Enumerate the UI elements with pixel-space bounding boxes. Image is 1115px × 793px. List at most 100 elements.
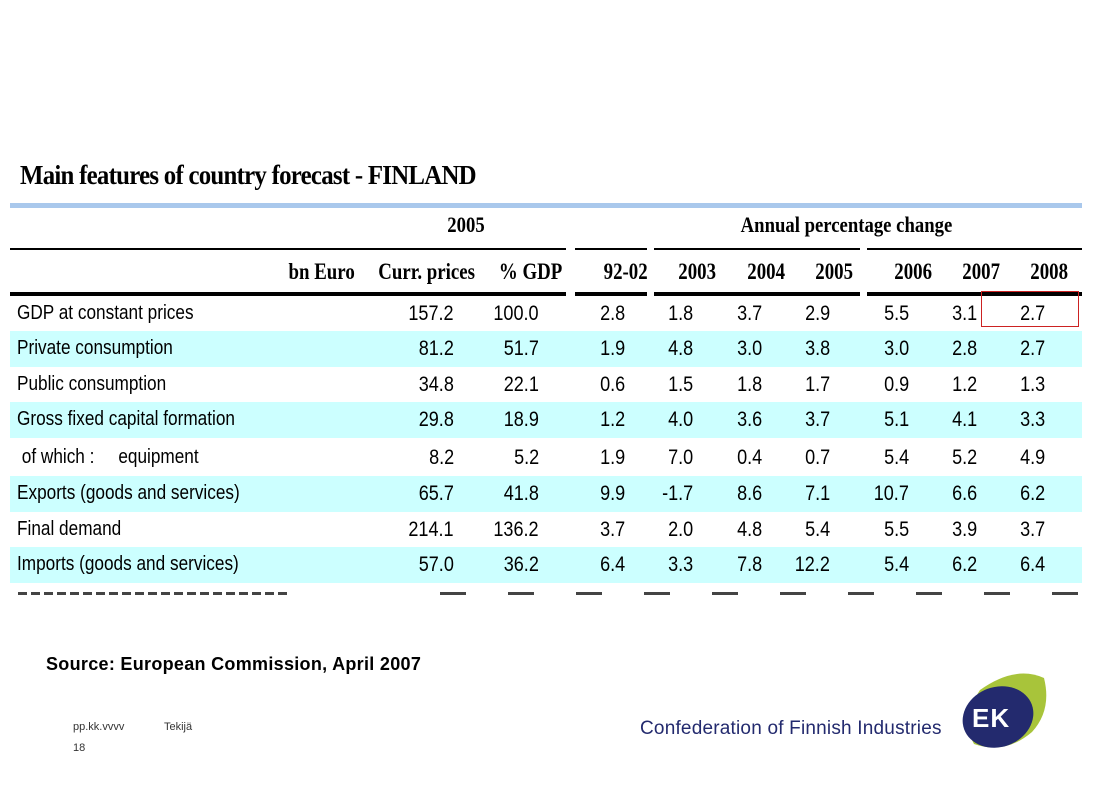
row-label: GDP at constant prices	[17, 302, 194, 324]
header-rule-bottom-b	[575, 292, 647, 296]
row-label: Private consumption	[17, 337, 173, 359]
table-cell: 6.2	[1019, 482, 1045, 505]
table-cell: 8.2	[428, 446, 454, 469]
table-cell: 2.8	[951, 337, 977, 360]
table-cell: 5.4	[804, 518, 830, 541]
brand-name: Confederation of Finnish Industries	[640, 718, 942, 739]
table-cell: 6.4	[1019, 553, 1045, 576]
col-2004: 2004	[747, 259, 785, 284]
table-cell: 36.2	[503, 553, 539, 576]
table-cell: 3.7	[736, 302, 762, 325]
table-cell: 3.6	[736, 408, 762, 431]
table-cell: 22.1	[503, 373, 539, 396]
table-cell: 5.2	[513, 446, 539, 469]
table-cell: 5.1	[883, 408, 909, 431]
table-row: Exports (goods and services) 65.7 41.8 9.9 -…	[10, 476, 1082, 512]
truncated-row	[10, 588, 1082, 598]
table-cell: 0.4	[736, 446, 762, 469]
table-cell: 2.7	[1019, 302, 1045, 325]
table-cell: 1.2	[951, 373, 977, 396]
table-cell: 5.5	[883, 518, 909, 541]
table-cell: 4.0	[667, 408, 693, 431]
row-label: Exports (goods and services)	[17, 482, 240, 504]
table-cell: 5.5	[883, 302, 909, 325]
footer-author: Tekijä	[164, 721, 193, 733]
table-cell: 8.6	[736, 482, 762, 505]
footer-page-number: 18	[73, 742, 86, 754]
table-cell: 3.7	[1019, 518, 1045, 541]
header-annual-change: Annual percentage change	[740, 212, 953, 237]
table-row: Final demand 214.1 136.2 3.7 2.0 4.8 5.4 5.5 3.9…	[10, 512, 1082, 548]
table-cell: 0.6	[599, 373, 625, 396]
row-label: Gross fixed capital formation	[17, 408, 235, 430]
col-2005: 2005	[815, 259, 853, 284]
table-cell: 1.9	[599, 337, 625, 360]
table-cell: 4.9	[1019, 446, 1045, 469]
table-cell: 18.9	[503, 408, 539, 431]
table-cell: 1.9	[599, 446, 625, 469]
col-pct-gdp: % GDP	[498, 259, 562, 284]
table-cell: 3.0	[736, 337, 762, 360]
table-cell: 65.7	[418, 482, 454, 505]
table-cell: 7.8	[736, 553, 762, 576]
highlight-box	[981, 291, 1079, 327]
row-label: Public consumption	[17, 373, 167, 395]
table-cell: 2.9	[804, 302, 830, 325]
table-cell: 1.3	[1019, 373, 1045, 396]
col-92-02: 92-02	[603, 259, 648, 284]
col-2007: 2007	[962, 259, 1000, 284]
table-cell: 1.2	[599, 408, 625, 431]
footer-date: pp.kk.vvvv	[73, 721, 125, 733]
header-rule-bottom-d	[867, 292, 1082, 296]
col-bn-euro: bn Euro	[288, 259, 355, 284]
table-cell: 10.7	[873, 482, 909, 505]
truncated-row-values	[440, 592, 1080, 595]
table-cell: 3.8	[804, 337, 830, 360]
table-cell: 100.0	[493, 302, 539, 325]
table-cell: 2.8	[599, 302, 625, 325]
table-cell: 3.7	[804, 408, 830, 431]
row-label: Final demand	[17, 518, 122, 540]
table-cell: 2.7	[1019, 337, 1045, 360]
table-cell: 6.6	[951, 482, 977, 505]
table-cell: 7.1	[804, 482, 830, 505]
header-rule-bottom-c	[654, 292, 860, 296]
table-cell: 41.8	[503, 482, 539, 505]
table-cell: 3.0	[883, 337, 909, 360]
table-cell: 214.1	[408, 518, 454, 541]
header-rule-9202	[575, 248, 647, 250]
table-cell: 81.2	[418, 337, 454, 360]
table-cell: 157.2	[408, 302, 454, 325]
table-cell: 34.8	[418, 373, 454, 396]
header-rule-hist	[654, 248, 860, 250]
table-cell: 3.1	[951, 302, 977, 325]
table-cell: 5.4	[883, 446, 909, 469]
table-cell: 12.2	[794, 553, 830, 576]
table-cell: 3.3	[667, 553, 693, 576]
table-cell: 3.3	[1019, 408, 1045, 431]
table-cell: 5.4	[883, 553, 909, 576]
col-2003: 2003	[678, 259, 716, 284]
logo-letters: EK	[972, 703, 1010, 733]
table-cell: -1.7	[661, 482, 693, 505]
table-cell: 136.2	[493, 518, 539, 541]
table-cell: 1.5	[667, 373, 693, 396]
row-label: Imports (goods and services)	[17, 553, 239, 575]
table-title: Main features of country forecast - FINL…	[20, 160, 477, 190]
table-cell: 3.9	[951, 518, 977, 541]
table-cell: 6.4	[599, 553, 625, 576]
header-2005: 2005	[447, 212, 485, 237]
table-cell: 4.1	[951, 408, 977, 431]
table-cell: 0.7	[804, 446, 830, 469]
header-rule-bottom-a	[10, 292, 566, 296]
table-cell: 6.2	[951, 553, 977, 576]
table-cell: 51.7	[503, 337, 539, 360]
header-rule-2005	[10, 248, 566, 250]
table-row: Public consumption 34.8 22.1 0.6 1.5 1.8 1.7 0.…	[10, 367, 1082, 403]
table-row: of which : equipment 8.2 5.2 1.9 7.0 0.4 0.7 5.…	[10, 440, 1082, 476]
truncated-row-text	[18, 592, 288, 595]
table-cell: 4.8	[667, 337, 693, 360]
col-2006: 2006	[894, 259, 932, 284]
table-row: Gross fixed capital formation 29.8 18.9 1.2…	[10, 402, 1082, 438]
table-cell: 2.0	[667, 518, 693, 541]
